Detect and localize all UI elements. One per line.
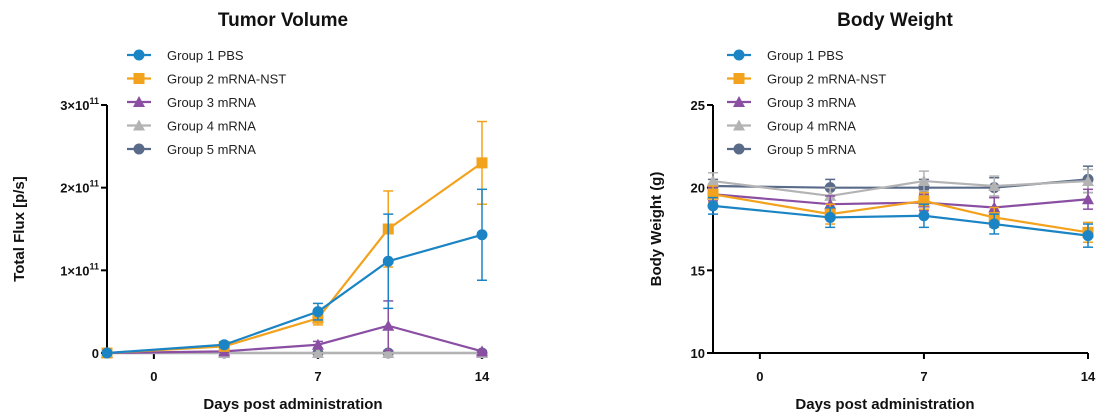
series-1 bbox=[101, 188, 488, 359]
x-axis-label: Days post administration bbox=[203, 396, 382, 413]
legend-item: Group 1 PBS bbox=[127, 48, 244, 63]
body-weight-chart: Body Weight 10 15 20 25 0 7 14 Days post adminis… bbox=[648, 10, 1096, 413]
legend-item: Group 1 PBS bbox=[727, 48, 844, 63]
y-axis-label: Body Weight (g) bbox=[648, 172, 665, 287]
legend-label: Group 1 PBS bbox=[767, 48, 844, 63]
data-point bbox=[1082, 230, 1094, 242]
legend-marker bbox=[733, 73, 745, 84]
data-point bbox=[476, 345, 488, 357]
data-point bbox=[312, 306, 324, 318]
y-tick-mantissa: 2×10 bbox=[60, 181, 89, 196]
data-point bbox=[382, 255, 394, 267]
data-point bbox=[1082, 193, 1094, 205]
legend-label: Group 5 mRNA bbox=[167, 142, 256, 157]
legend-marker bbox=[133, 49, 145, 61]
x-tick-label: 14 bbox=[1081, 369, 1096, 384]
y-tick-exponent: 11 bbox=[89, 179, 99, 189]
data-point bbox=[918, 195, 930, 207]
legend-label: Group 2 mRNA-NST bbox=[767, 72, 886, 87]
legend-marker bbox=[733, 96, 745, 107]
legend-item: Group 4 mRNA bbox=[127, 119, 256, 134]
data-point bbox=[824, 211, 836, 223]
data-point bbox=[988, 180, 1001, 192]
legend-label: Group 1 PBS bbox=[167, 48, 244, 63]
legend-item: Group 5 mRNA bbox=[727, 142, 856, 157]
data-point bbox=[218, 339, 230, 351]
legend-marker bbox=[133, 143, 145, 155]
legend-marker bbox=[733, 143, 745, 155]
y-tick-label: 20 bbox=[691, 181, 705, 196]
y-tick-label: 15 bbox=[691, 263, 705, 278]
y-tick-label: 1×1011 bbox=[60, 261, 99, 278]
legend-label: Group 4 mRNA bbox=[767, 119, 856, 134]
data-point bbox=[707, 200, 719, 212]
series-line bbox=[712, 193, 1089, 209]
legend-item: Group 2 mRNA-NST bbox=[727, 72, 886, 87]
chart-title: Body Weight bbox=[837, 10, 953, 31]
data-point bbox=[101, 347, 113, 359]
data-point bbox=[476, 157, 488, 169]
data-point bbox=[311, 338, 324, 350]
legend: Group 1 PBS Group 2 mRNA-NST Group 3 mRNA G… bbox=[727, 48, 886, 157]
data-point bbox=[382, 319, 395, 331]
data-point bbox=[918, 210, 930, 222]
y-tick-label: 2×1011 bbox=[60, 179, 99, 196]
x-tick-label: 0 bbox=[756, 369, 763, 384]
x-tick-label: 14 bbox=[475, 369, 490, 384]
series-line bbox=[712, 204, 1089, 237]
y-tick-label: 10 bbox=[691, 346, 705, 361]
data-point bbox=[311, 347, 324, 358]
x-tick-label: 7 bbox=[314, 369, 321, 384]
data-point bbox=[1082, 175, 1094, 187]
legend-label: Group 4 mRNA bbox=[167, 119, 256, 134]
legend-marker bbox=[133, 96, 145, 107]
legend-label: Group 5 mRNA bbox=[767, 142, 856, 157]
legend-marker bbox=[733, 119, 745, 131]
series-line bbox=[106, 161, 483, 355]
data-point bbox=[476, 229, 488, 241]
series-1 bbox=[707, 196, 1094, 248]
x-axis-label: Days post administration bbox=[795, 396, 974, 413]
y-tick-label: 25 bbox=[691, 98, 705, 113]
legend-label: Group 2 mRNA-NST bbox=[167, 72, 286, 87]
legend-item: Group 3 mRNA bbox=[127, 95, 256, 110]
legend-marker bbox=[133, 119, 145, 131]
x-tick-label: 0 bbox=[150, 369, 157, 384]
legend-item: Group 3 mRNA bbox=[727, 95, 856, 110]
legend: Group 1 PBS Group 2 mRNA-NST Group 3 mRNA G… bbox=[127, 48, 286, 157]
legend-marker bbox=[133, 73, 145, 84]
y-tick-exponent: 11 bbox=[89, 96, 99, 106]
legend-item: Group 2 mRNA-NST bbox=[127, 72, 286, 87]
legend-label: Group 3 mRNA bbox=[767, 95, 856, 110]
y-axis-label: Total Flux [p/s] bbox=[11, 176, 28, 282]
series-5 bbox=[707, 165, 1094, 199]
y-tick-exponent: 11 bbox=[89, 261, 99, 271]
y-tick-label: 0 bbox=[92, 346, 99, 361]
legend-item: Group 5 mRNA bbox=[127, 142, 256, 157]
data-point bbox=[382, 347, 395, 358]
y-tick-mantissa: 3×10 bbox=[60, 98, 89, 113]
data-point bbox=[707, 175, 719, 187]
legend-marker bbox=[733, 49, 745, 61]
y-tick-mantissa: 1×10 bbox=[60, 263, 89, 278]
data-point bbox=[917, 175, 930, 187]
data-point bbox=[707, 188, 719, 200]
legend-item: Group 4 mRNA bbox=[727, 119, 856, 134]
legend-label: Group 3 mRNA bbox=[167, 95, 256, 110]
data-point bbox=[988, 218, 1000, 230]
chart-title: Tumor Volume bbox=[218, 10, 348, 31]
y-tick-label: 3×1011 bbox=[60, 96, 99, 113]
series-2 bbox=[707, 185, 1094, 243]
series-2 bbox=[101, 120, 488, 359]
x-tick-label: 7 bbox=[920, 369, 927, 384]
